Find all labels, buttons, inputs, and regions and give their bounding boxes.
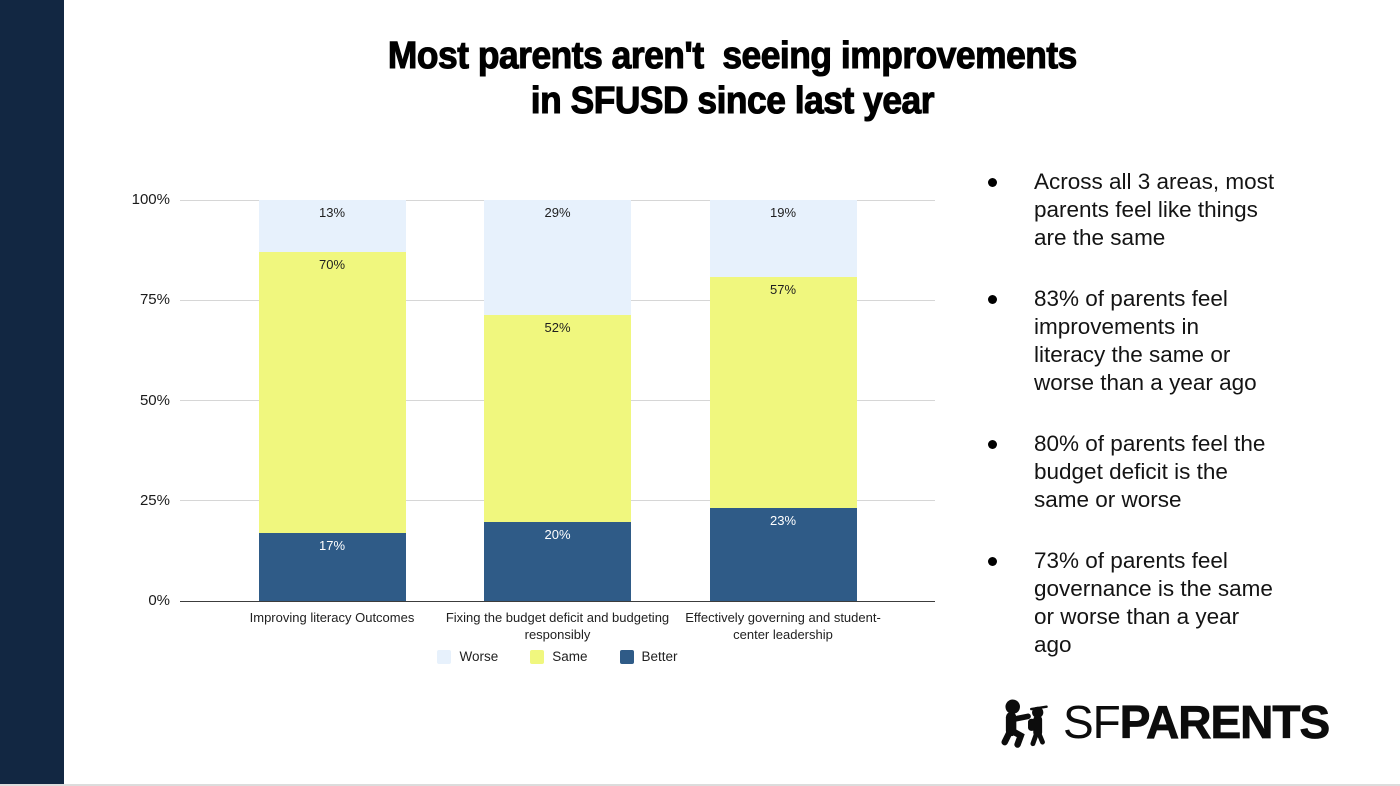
bar-segment-same	[709, 276, 857, 508]
bar-value-label: 23%	[769, 512, 797, 528]
legend-label: Same	[552, 649, 588, 664]
bullet-dot-icon	[988, 178, 997, 187]
bar-value-label: 29%	[544, 205, 571, 220]
left-accent-bar	[0, 0, 64, 786]
sfparents-logo-text: SFPARENTS	[1063, 695, 1331, 749]
bullet-dot-icon	[988, 440, 997, 449]
y-axis-tick-label: 50%	[139, 391, 170, 409]
bullet-dot-icon	[988, 295, 997, 304]
legend-item: Worse	[437, 649, 498, 664]
bar-value-label: 19%	[769, 205, 797, 220]
bar-segment-worse	[258, 200, 406, 253]
y-axis-tick-label: 0%	[148, 592, 170, 609]
bullet-dot-icon	[988, 557, 997, 566]
legend-swatch-better	[619, 649, 634, 664]
y-axis-tick-label: 75%	[139, 291, 170, 309]
legend-label: Better	[641, 649, 678, 664]
bar-segment-better	[709, 507, 857, 601]
x-axis-category-label: Improving literacy Outcomes	[249, 610, 415, 625]
bar-value-label: 57%	[769, 281, 797, 297]
logo-parents: PARENTS	[1119, 696, 1330, 749]
bar-value-label: 17%	[318, 537, 346, 553]
bullet-text: 83% of parents feel improvements in lite…	[1034, 286, 1257, 395]
x-axis-category-label: Fixing the budget deficit and budgeting …	[445, 610, 670, 642]
bullet-text: 73% of parents feel governance is the sa…	[1034, 548, 1273, 657]
bar-segment-same	[484, 315, 631, 522]
bullet-item: 83% of parents feel improvements in lite…	[988, 285, 1328, 397]
gridline	[180, 600, 935, 602]
legend-label: Worse	[459, 649, 499, 664]
bar-value-label: 20%	[544, 526, 571, 542]
legend-item: Same	[530, 649, 588, 664]
bar-segment-better	[258, 532, 406, 601]
bar-segment-worse	[709, 200, 857, 277]
bar-value-label: 52%	[544, 320, 571, 336]
bullet-text: 80% of parents feel the budget deficit i…	[1034, 431, 1266, 512]
bullet-item: 80% of parents feel the budget deficit i…	[988, 430, 1328, 514]
slide-title: Most parents aren't seeing improvements …	[64, 34, 1400, 124]
bar-value-label: 13%	[318, 205, 346, 220]
bar-segment-same	[258, 252, 406, 533]
x-axis-category-label: Effectively governing and student-center…	[685, 610, 881, 642]
y-axis-tick-label: 25%	[139, 491, 170, 509]
stacked-bar-chart: 0% 25% 50% 75% 100% 17% 70% 13% Improving litera…	[132, 191, 935, 664]
slide-bottom-edge	[0, 784, 1400, 786]
bar-segment-better	[484, 521, 631, 601]
sfparents-logo-icon	[1001, 699, 1048, 748]
legend-swatch-worse	[437, 649, 452, 664]
bar-value-label: 70%	[318, 257, 346, 273]
chart-legend: Worse Same Better	[180, 649, 935, 664]
bullet-item: 73% of parents feel governance is the sa…	[988, 547, 1328, 659]
bullet-item: Across all 3 areas, most parents feel li…	[988, 168, 1328, 252]
legend-swatch-same	[530, 649, 545, 664]
bar-segment-worse	[484, 200, 631, 316]
slide-title-text: Most parents aren't seeing improvements …	[387, 34, 1077, 122]
legend-item: Better	[619, 649, 678, 664]
logo-sf: SF	[1063, 696, 1121, 748]
bullet-text: Across all 3 areas, most parents feel li…	[1034, 169, 1275, 250]
bullet-list: Across all 3 areas, most parents feel li…	[988, 168, 1328, 692]
y-axis-tick-label: 100%	[131, 191, 170, 208]
sfparents-logo: SFPARENTS	[995, 690, 1331, 754]
